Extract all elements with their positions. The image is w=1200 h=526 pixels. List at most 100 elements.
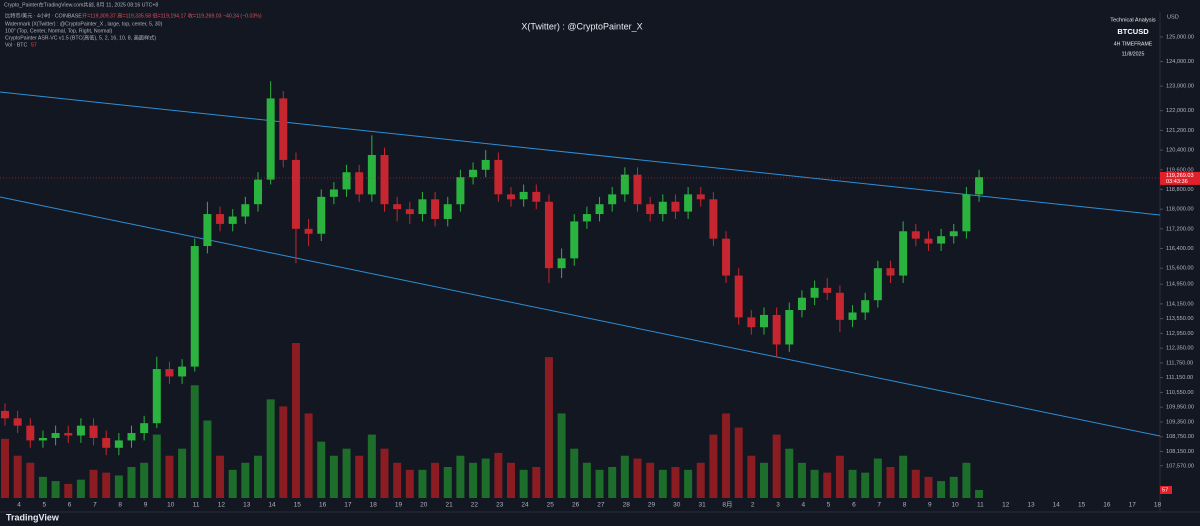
x-tick-label: 20 [420,502,428,509]
candle-body [190,246,199,367]
volume-bar [64,483,73,498]
volume-bar [861,472,870,498]
trendline [0,196,1161,437]
x-tick-label: 3 [776,502,780,509]
y-tick-label: 118,000.00 [1166,207,1194,213]
candle-body [658,201,667,215]
x-tick-label: 11 [977,502,984,509]
y-tick-label: 109,950.00 [1166,405,1194,411]
candle-body [89,425,98,438]
y-tick-label: 113,550.00 [1166,316,1194,322]
volume-bar [646,462,655,498]
volume-bar [924,476,933,498]
legend-volume-title: Vol · BTC [5,42,27,48]
volume-bar [823,472,832,498]
y-tick-label: 117,200.00 [1166,226,1194,232]
y-tick-label: 112,950.00 [1166,331,1194,337]
volume-bar [873,458,882,498]
candle-body [633,174,642,205]
x-tick-label: 5 [42,502,46,509]
volume-bar [886,467,895,498]
volume-bar [114,475,123,498]
x-tick-label: 17 [1129,502,1137,509]
x-tick-label: 14 [268,502,276,509]
info-box-line: Technical Analysis [1110,17,1156,23]
legend-indicator: CryptoPainter ASR-VC v1.5 (BTC(高低), 5, 2… [5,33,156,41]
y-tick-label: 120,400.00 [1166,148,1194,154]
volume-bar [1,438,9,498]
volume-bar [127,467,136,498]
x-tick-label: 31 [698,502,706,509]
volume-bar [772,434,781,498]
candle-body [899,231,908,276]
x-tick-label: 26 [572,502,580,509]
candle-body [405,209,414,215]
candle-body [772,314,781,345]
volume-bar [152,434,161,498]
volume-bar [810,469,819,498]
volume-bar [228,469,237,498]
y-tick-label: 114,950.00 [1166,282,1194,288]
candle-body [595,204,604,215]
x-tick-label: 12 [1002,502,1010,509]
volume-bar [405,469,414,498]
volume-bar [557,413,566,498]
legend-indicator: 100" (Top, Center, Normal, Top, Right, N… [5,28,113,34]
x-tick-label: 24 [521,502,529,509]
y-tick-label: 107,570.00 [1166,463,1194,469]
volume-bar [696,462,705,498]
candle-body [13,418,22,426]
x-tick-label: 6 [852,502,856,509]
candle-body [760,314,768,328]
candle-body [507,194,515,200]
volume-bar [620,455,629,498]
volume-bar [241,462,250,498]
volume-bar [51,481,60,498]
y-tick-label: 121,200.00 [1166,128,1194,134]
x-tick-label: 7 [877,502,881,509]
candle-body [722,238,731,276]
candle-body [911,231,920,239]
volume-bar [279,406,288,498]
candle-body [152,369,161,424]
y-tick-label: 108,750.00 [1166,434,1194,440]
candle-body [114,440,123,448]
candle-body [418,199,427,215]
x-tick-label: 4 [17,502,21,509]
legend-indicator: Watermark (X(Twitter) : @CryptoPainter_X… [5,21,163,27]
x-tick-label: 13 [1027,502,1035,509]
x-tick-label: 13 [243,502,251,509]
volume-bar [684,469,693,498]
candle-body [266,98,275,180]
x-tick-label: 7 [93,502,97,509]
candle-body [203,214,212,247]
volume-bar [481,458,490,498]
candle-body [279,98,288,160]
candle-body [861,300,870,313]
candle-body [886,268,895,276]
candle-body [962,194,971,232]
volume-bar [760,462,768,498]
candle-body [696,194,705,200]
candle-body [178,366,187,377]
volume-value-label: 57 [1162,487,1168,493]
volume-bar [494,452,503,498]
volume-bar [393,462,402,498]
y-tick-label: 110,550.00 [1166,390,1194,396]
logo: TradingView [6,512,60,522]
info-box-line: 4H TIMEFRAME [1114,41,1153,47]
volume-bar [608,467,617,498]
volume-bar [785,448,794,498]
x-tick-label: 18 [370,502,378,509]
logo-text: TradingView [6,512,60,522]
volume-bar [570,448,579,498]
candle-body [317,196,326,234]
candle-body [532,191,541,202]
candle-body [949,231,958,237]
x-tick-label: 21 [445,502,453,509]
x-tick-label: 18 [1154,502,1162,509]
candle-body [304,228,313,234]
x-tick-label: 12 [218,502,226,509]
y-tick-label: 109,350.00 [1166,419,1194,425]
volume-bar [532,467,541,498]
